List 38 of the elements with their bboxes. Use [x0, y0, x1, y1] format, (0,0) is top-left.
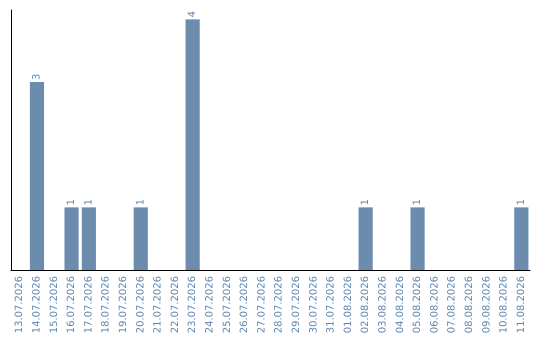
data-label: 1: [66, 198, 78, 206]
x-tick-label: 31.07.2026: [326, 276, 337, 334]
x-tick-label: 25.07.2026: [222, 276, 233, 334]
data-label: 1: [135, 198, 146, 206]
x-tick-label: 09.08.2026: [481, 276, 492, 334]
data-label: 1: [412, 198, 424, 206]
data-label: 1: [83, 198, 94, 206]
x-tick-label: 08.08.2026: [464, 276, 475, 334]
x-tick-label: 27.07.2026: [256, 276, 268, 334]
data-label: 1: [516, 198, 527, 206]
x-tick-label: 15.07.2026: [48, 276, 60, 334]
x-tick-label: 14.07.2026: [31, 276, 42, 334]
x-tick-label: 18.07.2026: [100, 276, 112, 334]
x-tick-label: 19.07.2026: [118, 276, 129, 334]
x-tick-label: 13.07.2026: [14, 276, 26, 334]
data-label: 3: [31, 74, 42, 80]
x-tick-label: 06.08.2026: [429, 276, 440, 334]
x-tick-label: 23.07.2026: [187, 276, 198, 334]
x-tick-label: 22.07.2026: [170, 276, 181, 334]
x-tick-label: 17.07.2026: [83, 276, 94, 334]
x-tick-label: 11.08.2026: [516, 276, 527, 334]
x-tick-label: 03.08.2026: [377, 276, 388, 334]
x-tick-label: 01.08.2026: [342, 276, 354, 334]
x-tick-label: 07.08.2026: [446, 276, 458, 334]
data-label: 4: [187, 11, 198, 18]
x-tick-label: 26.07.2026: [239, 276, 250, 334]
x-tick-label: 24.07.2026: [204, 276, 216, 334]
x-tick-label: 29.07.2026: [290, 276, 302, 334]
x-tick-label: 20.07.2026: [135, 276, 146, 334]
data-label: 1: [360, 198, 372, 206]
x-tick-label: 10.08.2026: [498, 276, 510, 334]
x-tick-label: 30.07.2026: [308, 276, 320, 334]
x-tick-label: 04.08.2026: [394, 276, 406, 334]
x-tick-label: 16.07.2026: [66, 276, 78, 334]
x-tick-label: 02.08.2026: [360, 276, 372, 334]
x-tick-label: 05.08.2026: [412, 276, 424, 334]
x-tick-label: 28.07.2026: [274, 276, 285, 334]
x-tick-label: 21.07.2026: [152, 276, 164, 334]
